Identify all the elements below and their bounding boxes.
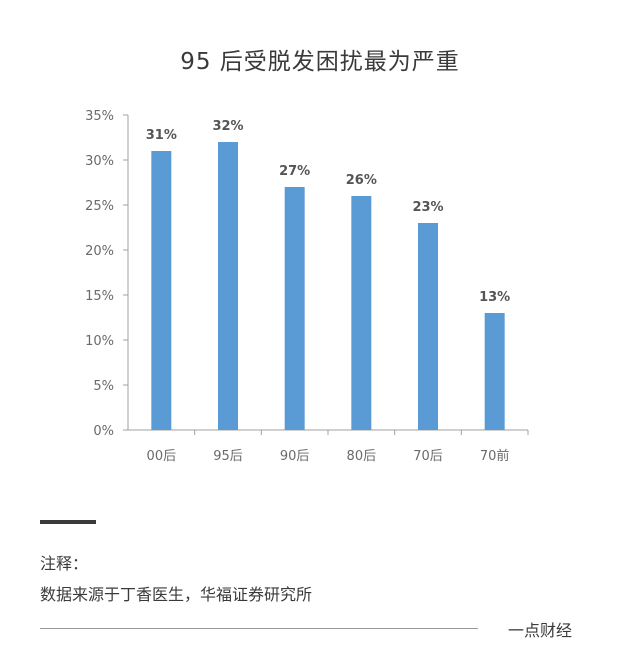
y-tick-label: 25% <box>85 199 114 214</box>
notes-heading: 注释： <box>40 554 89 573</box>
data-label: 27% <box>279 164 310 179</box>
y-tick-label: 30% <box>85 154 114 169</box>
x-tick-label: 95后 <box>213 449 243 464</box>
y-tick-label: 5% <box>93 379 114 394</box>
y-tick-label: 35% <box>85 109 114 124</box>
x-tick-label: 70后 <box>413 449 443 464</box>
bar <box>284 187 305 430</box>
data-label: 26% <box>346 173 377 188</box>
notes-divider <box>40 520 96 524</box>
data-label: 31% <box>146 128 177 143</box>
x-tick-label: 90后 <box>280 449 310 464</box>
bar <box>218 142 238 430</box>
y-tick-label: 0% <box>93 424 114 439</box>
x-tick-label: 00后 <box>147 449 177 464</box>
bar <box>484 313 505 430</box>
brand-name: 一点财经 <box>508 621 573 640</box>
data-label: 23% <box>412 200 443 215</box>
y-tick-label: 10% <box>85 334 114 349</box>
data-label: 13% <box>479 290 510 305</box>
bar-chart: 0% 5% 10% 15% 20% 25% 30% 35% 31% 00后 32% 95后 27% 90后… <box>85 109 529 464</box>
bar <box>418 223 438 430</box>
y-tick-label: 15% <box>85 289 114 304</box>
chart-title: 95 后受脱发困扰最为严重 <box>180 49 460 75</box>
x-tick-label: 70前 <box>480 448 510 464</box>
x-tick-label: 80后 <box>347 449 377 464</box>
notes-source: 数据来源于丁香医生，华福证券研究所 <box>40 585 313 604</box>
bar <box>151 151 172 430</box>
footer-divider <box>40 628 478 629</box>
data-label: 32% <box>212 119 243 134</box>
y-tick-label: 20% <box>85 244 114 259</box>
bar <box>351 196 372 430</box>
